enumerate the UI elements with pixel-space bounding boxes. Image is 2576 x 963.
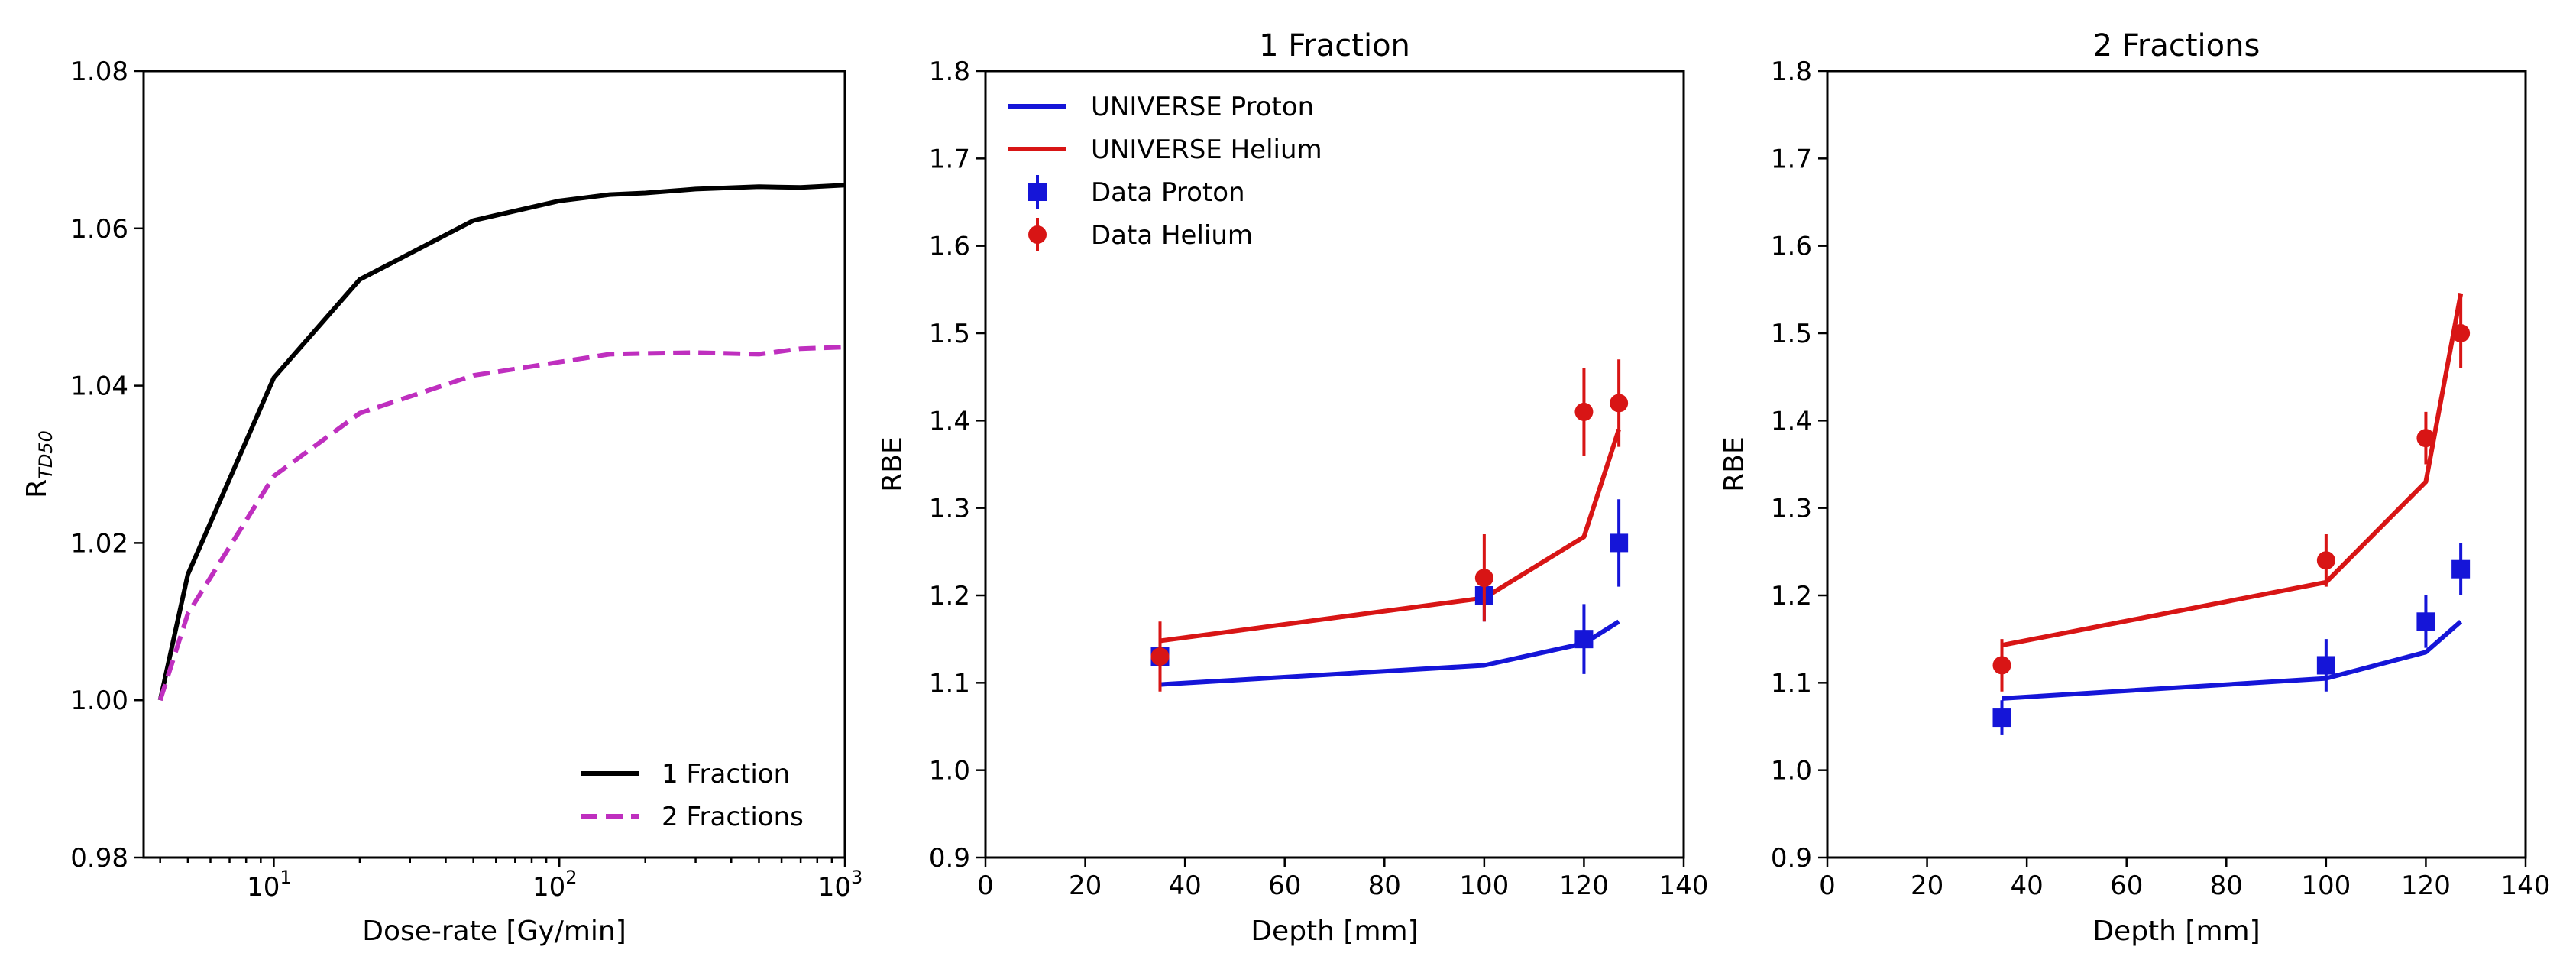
series-line-universe-proton: [2002, 620, 2463, 701]
x-tick-exponent: 3: [851, 867, 862, 888]
x-axis-label: Dose-rate [Gy/min]: [362, 916, 626, 947]
y-tick-label: 1.08: [70, 57, 128, 87]
y-tick-label: 0.98: [70, 843, 128, 874]
plot-frame: [142, 70, 846, 859]
chart-title: 2 Fractions: [2093, 28, 2260, 63]
x-tick-label: 40: [2011, 871, 2044, 901]
y-axis-label-main: RBE: [877, 436, 908, 491]
x-tick-label: 100: [1459, 871, 1509, 901]
data-point-data-proton: [1574, 630, 1594, 649]
chart-title: 1 Fraction: [1259, 28, 1410, 63]
y-tick-label: 1.1: [929, 668, 970, 699]
x-tick-label: 80: [2210, 871, 2243, 901]
y-tick-label: 1.2: [1771, 581, 1812, 611]
x-axis-label: Depth [mm]: [1251, 916, 1418, 947]
x-axis-label: Depth [mm]: [2092, 916, 2260, 947]
y-tick-label: 0.9: [1771, 843, 1812, 874]
data-point-data-helium: [1610, 394, 1629, 413]
data-point-data-proton: [2416, 612, 2435, 631]
x-tick-label: 0: [1819, 871, 1836, 901]
y-tick-label: 1.4: [1771, 406, 1812, 436]
y-axis-label: RBE: [877, 436, 908, 491]
y-axis-label-main: R: [21, 479, 53, 498]
x-tick-label: 20: [1911, 871, 1943, 901]
data-point-data-helium: [2416, 429, 2435, 448]
y-tick-label: 1.0: [1771, 756, 1812, 786]
plot-frame: [984, 70, 1685, 859]
data-point-data-helium: [1992, 656, 2011, 675]
x-tick-label: 101: [247, 867, 292, 903]
data-point-data-proton: [2451, 559, 2471, 579]
x-tick-label: 102: [532, 867, 578, 903]
x-tick-label: 140: [2501, 871, 2551, 901]
x-tick-label: 140: [1659, 871, 1709, 901]
y-tick-label: 1.1: [1771, 668, 1812, 699]
x-tick-exponent: 1: [280, 867, 291, 888]
data-point-data-helium: [2451, 324, 2471, 342]
x-tick-label: 40: [1169, 871, 1202, 901]
plot-frame: [1826, 70, 2527, 859]
y-tick-label: 1.8: [929, 57, 970, 87]
y-tick-label: 1.3: [1771, 494, 1812, 524]
y-tick-label: 0.9: [929, 843, 970, 874]
legend-label: UNIVERSE Proton: [1091, 92, 1314, 122]
y-axis-label: RTD50: [21, 430, 57, 498]
y-tick-label: 1.7: [929, 144, 970, 174]
y-axis-label-subscript: TD50: [35, 430, 57, 479]
y-axis-label: RBE: [1719, 436, 1750, 491]
x-tick-label: 60: [1268, 871, 1301, 901]
legend-label: 1 Fraction: [662, 759, 790, 790]
y-tick-label: 1.0: [929, 756, 970, 786]
x-tick-exponent: 2: [565, 867, 577, 888]
y-axis-label-main: RBE: [1719, 436, 1750, 491]
legend-swatch: [1028, 225, 1047, 244]
x-tick-base: 10: [247, 872, 280, 903]
legend-label: 2 Fractions: [662, 802, 804, 832]
x-tick-label: 0: [977, 871, 994, 901]
x-tick-label: 120: [2401, 871, 2451, 901]
x-tick-base: 10: [818, 872, 851, 903]
x-tick-label: 60: [2110, 871, 2143, 901]
x-tick-label: 20: [1069, 871, 1102, 901]
x-tick-label: 100: [2301, 871, 2351, 901]
x-tick-label: 103: [818, 867, 863, 903]
y-tick-label: 1.8: [1771, 57, 1812, 87]
y-tick-label: 1.02: [70, 528, 128, 559]
data-point-data-helium: [1474, 569, 1493, 588]
series-line-2-fractions: [157, 345, 846, 702]
data-point-data-proton: [1992, 708, 2011, 728]
y-tick-label: 1.6: [1771, 232, 1812, 262]
legend-label: Data Proton: [1091, 177, 1245, 208]
y-tick-label: 1.06: [70, 214, 128, 245]
chart-panel-2: 0.9 1.0 1.1 1.2 1.3 1.4 1.5 1.6 1.7 1.8 0 20 40 60 80 1…: [877, 28, 1708, 947]
data-point-data-proton: [1610, 533, 1629, 553]
y-tick-label: 1.04: [70, 371, 128, 402]
legend-swatch: [1028, 183, 1047, 201]
chart-panel-3: 0.9 1.0 1.1 1.2 1.3 1.4 1.5 1.6 1.7 1.8 0 20 40 60 80 1…: [1719, 28, 2550, 947]
y-tick-label: 1.3: [929, 494, 970, 524]
series-line-universe-proton: [1160, 619, 1620, 687]
y-tick-label: 1.2: [929, 581, 970, 611]
legend-label: UNIVERSE Helium: [1091, 135, 1322, 165]
data-point-data-helium: [1150, 647, 1170, 666]
x-tick-label: 120: [1559, 871, 1609, 901]
y-tick-label: 1.4: [929, 406, 970, 436]
y-tick-label: 1.00: [70, 686, 128, 716]
y-tick-label: 1.6: [929, 232, 970, 262]
series-line-universe-helium: [2001, 293, 2464, 648]
x-tick-base: 10: [532, 872, 565, 903]
series-line-universe-helium: [1160, 428, 1621, 644]
series-line-1-fraction: [157, 183, 846, 701]
x-tick-label: 80: [1368, 871, 1401, 901]
data-point-data-proton: [2316, 656, 2335, 675]
data-point-data-helium: [1574, 402, 1594, 421]
y-tick-label: 1.5: [1771, 319, 1812, 349]
y-tick-label: 1.5: [929, 319, 970, 349]
y-tick-label: 1.7: [1771, 144, 1812, 174]
legend-label: Data Helium: [1091, 220, 1253, 251]
data-point-data-helium: [2316, 551, 2335, 570]
